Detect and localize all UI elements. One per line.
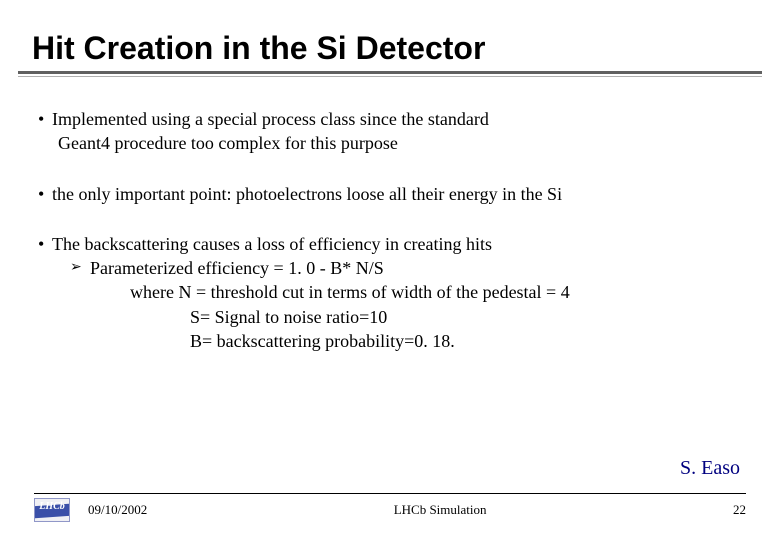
chevron-right-icon: ➢ bbox=[70, 256, 90, 280]
author-credit: S. Easo bbox=[680, 457, 740, 480]
bullet-text: Implemented using a special process clas… bbox=[52, 107, 742, 131]
logo-text: LHCb bbox=[35, 501, 69, 512]
footer-date: 09/10/2002 bbox=[88, 502, 147, 518]
page-number: 22 bbox=[733, 502, 746, 518]
sub-bullet-text: Parameterized efficiency = 1. 0 - B* N/S bbox=[90, 256, 742, 280]
sub-bullet: ➢ Parameterized efficiency = 1. 0 - B* N… bbox=[38, 256, 742, 280]
slide-title: Hit Creation in the Si Detector bbox=[0, 0, 780, 71]
bullet-3: • The backscattering causes a loss of ef… bbox=[38, 232, 742, 353]
bullet-text: the only important point: photoelectrons… bbox=[52, 182, 742, 206]
bullet-mark: • bbox=[38, 107, 52, 131]
formula-line: where N = threshold cut in terms of widt… bbox=[38, 280, 742, 304]
footer-divider bbox=[34, 493, 746, 494]
bullet-1: • Implemented using a special process cl… bbox=[38, 107, 742, 156]
footer-title: LHCb Simulation bbox=[147, 502, 733, 518]
bullet-mark: • bbox=[38, 182, 52, 206]
slide-footer: LHCb 09/10/2002 LHCb Simulation 22 bbox=[34, 498, 746, 522]
lhcb-logo-icon: LHCb bbox=[34, 498, 70, 522]
formula-line: B= backscattering probability=0. 18. bbox=[38, 329, 742, 353]
bullet-mark: • bbox=[38, 232, 52, 256]
bullet-2: • the only important point: photoelectro… bbox=[38, 182, 742, 206]
bullet-text: The backscattering causes a loss of effi… bbox=[52, 232, 742, 256]
formula-line: S= Signal to noise ratio=10 bbox=[38, 305, 742, 329]
slide-content: • Implemented using a special process cl… bbox=[0, 77, 780, 353]
bullet-text-cont: Geant4 procedure too complex for this pu… bbox=[38, 131, 742, 155]
